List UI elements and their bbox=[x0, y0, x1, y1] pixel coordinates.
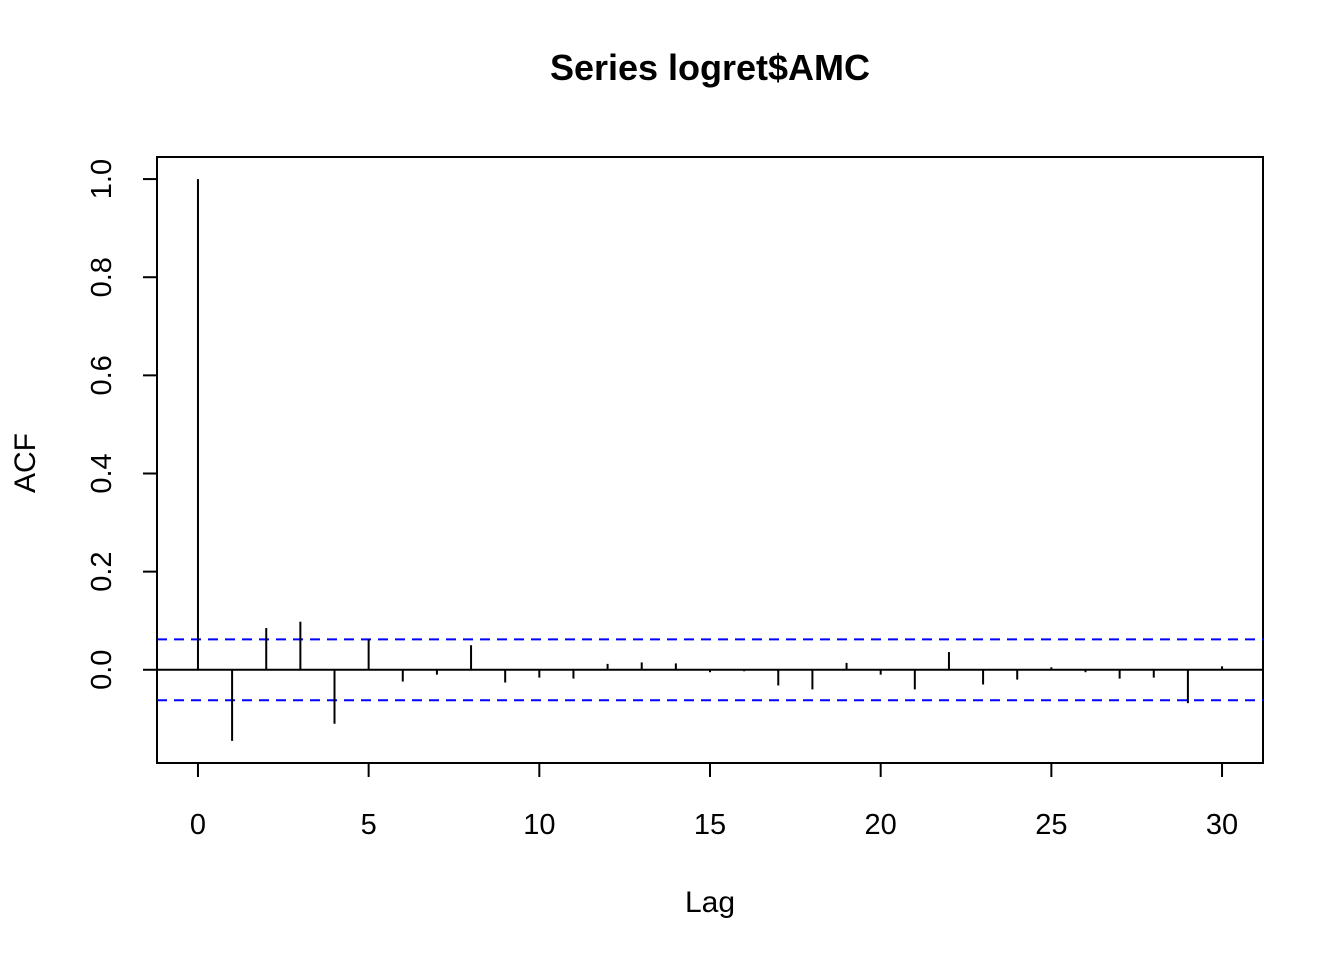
y-axis-label: ACF bbox=[9, 433, 42, 493]
x-tick-label: 0 bbox=[190, 809, 206, 841]
x-tick-label: 5 bbox=[361, 809, 377, 841]
chart-title: Series logret$AMC bbox=[550, 47, 870, 88]
x-axis-label: Lag bbox=[685, 886, 735, 919]
x-tick-label: 20 bbox=[865, 809, 897, 841]
y-tick-label: 0.0 bbox=[86, 650, 118, 690]
x-tick-label: 15 bbox=[694, 809, 726, 841]
x-tick-label: 25 bbox=[1035, 809, 1067, 841]
y-tick-label: 1.0 bbox=[86, 159, 118, 199]
x-tick-label: 30 bbox=[1206, 809, 1238, 841]
y-tick-label: 0.4 bbox=[86, 453, 118, 493]
y-tick-label: 0.8 bbox=[86, 257, 118, 297]
y-tick-label: 0.2 bbox=[86, 551, 118, 591]
y-tick-label: 0.6 bbox=[86, 355, 118, 395]
x-tick-label: 10 bbox=[523, 809, 555, 841]
